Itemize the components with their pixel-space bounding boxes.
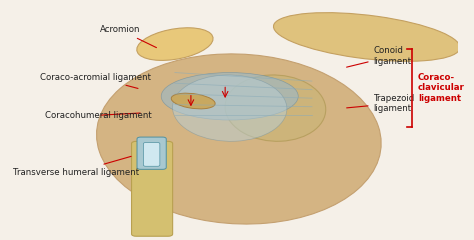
Ellipse shape bbox=[97, 54, 381, 224]
FancyBboxPatch shape bbox=[144, 143, 160, 166]
FancyBboxPatch shape bbox=[132, 141, 173, 236]
Text: Acromion: Acromion bbox=[100, 25, 156, 48]
Text: Coraco-acromial ligament: Coraco-acromial ligament bbox=[40, 73, 151, 89]
Ellipse shape bbox=[161, 72, 298, 120]
Text: Transverse humeral ligament: Transverse humeral ligament bbox=[13, 156, 139, 177]
Text: Conoid
ligament: Conoid ligament bbox=[346, 46, 412, 67]
Text: Coraco-
clavicular
ligament: Coraco- clavicular ligament bbox=[418, 73, 465, 103]
Text: Trapezoid
ligament: Trapezoid ligament bbox=[346, 94, 415, 113]
FancyBboxPatch shape bbox=[137, 137, 166, 169]
Ellipse shape bbox=[173, 75, 287, 141]
Text: Coracohumeral ligament: Coracohumeral ligament bbox=[45, 111, 152, 120]
Ellipse shape bbox=[137, 28, 213, 60]
Ellipse shape bbox=[171, 93, 215, 109]
Ellipse shape bbox=[273, 13, 460, 61]
Ellipse shape bbox=[225, 75, 326, 141]
